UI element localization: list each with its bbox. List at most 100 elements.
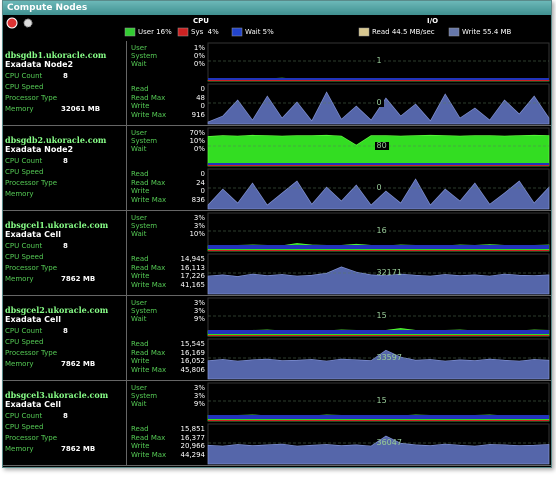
stat-label: User	[131, 214, 147, 222]
stat-value: 10%	[189, 137, 205, 145]
stat-value: 14,945	[180, 255, 206, 263]
stat-label: System	[131, 52, 158, 60]
node-role: Exadata Cell	[5, 230, 61, 239]
stat-value: 3%	[193, 384, 205, 392]
stat-value: 3%	[193, 299, 205, 307]
info-label: Memory	[5, 445, 34, 453]
legend-swatch	[177, 27, 189, 37]
stat-label: User	[131, 44, 147, 52]
node-role: Exadata Node2	[5, 60, 74, 69]
stat-value: 44,294	[180, 450, 206, 459]
legend-swatch	[358, 27, 370, 37]
stat-value: 0%	[193, 52, 205, 60]
info-label: CPU Count	[5, 412, 43, 420]
legend-swatch	[231, 27, 243, 37]
graph-label: 16	[374, 226, 389, 235]
stat-value: 1%	[193, 44, 205, 52]
stat-value: 0	[200, 170, 205, 178]
wait-band	[208, 78, 549, 80]
info-label: CPU Speed	[5, 423, 44, 431]
io-area	[207, 178, 550, 210]
stat-value: 16,169	[180, 348, 206, 357]
stat-label: Write	[131, 442, 150, 450]
host-name: dbsgcel2.ukoracle.com	[5, 305, 109, 315]
wait-band	[208, 330, 549, 334]
info-label: Processor Type	[5, 434, 58, 442]
stat-value: 916	[191, 110, 205, 119]
stat-value: 3%	[193, 222, 205, 230]
graph-label: 0	[374, 98, 384, 107]
stat-label: Wait	[131, 400, 147, 408]
legend-label: Write 55.4 MB	[462, 28, 512, 36]
info-value: 7862 MB	[61, 275, 96, 283]
info-label: CPU Speed	[5, 253, 44, 261]
stat-label: System	[131, 392, 158, 400]
stat-label: Write	[131, 272, 150, 280]
stat-value: 0%	[193, 60, 205, 68]
stat-label: System	[131, 307, 158, 315]
settings-button[interactable]	[23, 18, 33, 28]
stat-value: 15,545	[180, 340, 206, 348]
stat-value: 3%	[193, 392, 205, 400]
info-value: 8	[63, 242, 68, 250]
io-title: I/O	[427, 17, 439, 25]
info-label: CPU Count	[5, 157, 43, 165]
stat-value: 16,052	[180, 357, 206, 365]
legend-label: Sys 4%	[191, 28, 219, 36]
wait-band	[208, 245, 549, 249]
stat-label: Read Max	[131, 93, 166, 102]
legend-label: Read 44.5 MB/sec	[372, 28, 435, 36]
host-name: dbsgcel3.ukoracle.com	[5, 390, 109, 400]
info-label: Processor Type	[5, 179, 58, 187]
stat-label: User	[131, 299, 147, 307]
info-value: 8	[63, 157, 68, 165]
graph-label: 0	[374, 183, 384, 192]
info-value: 8	[63, 327, 68, 335]
cpu-title: CPU	[193, 17, 209, 25]
host-name: dbsgcel1.ukoracle.com	[5, 220, 109, 230]
info-label: CPU Speed	[5, 338, 44, 346]
stat-label: Write Max	[131, 195, 167, 204]
window: Compute Nodes CPU I/O User 16% Sys 4% Wait 5…	[2, 0, 552, 468]
graph-label: 1	[374, 56, 384, 65]
info-label: Memory	[5, 275, 34, 283]
io-area	[207, 349, 550, 380]
stat-value: 15,851	[180, 425, 206, 433]
stat-label: Read Max	[131, 263, 166, 272]
info-value: 7862 MB	[61, 445, 96, 453]
legend-swatch	[448, 27, 460, 37]
stat-label: Read	[131, 425, 149, 433]
io-area	[207, 435, 550, 465]
legend-label: Wait 5%	[245, 28, 274, 36]
host-name: dbsgdb2.ukoracle.com	[5, 135, 107, 145]
stat-label: User	[131, 384, 147, 392]
info-label: Memory	[5, 360, 34, 368]
stat-label: Read Max	[131, 433, 166, 442]
legend-label: User 16%	[138, 28, 172, 36]
graph-label: 36047	[376, 438, 402, 447]
close-button[interactable]	[6, 17, 18, 29]
graph-label: 15	[374, 311, 389, 320]
graph-label: 33597	[376, 353, 402, 362]
stat-value: 9%	[193, 315, 205, 323]
title-bar: Compute Nodes	[3, 1, 551, 15]
io-area	[207, 266, 550, 295]
node-role: Exadata Node2	[5, 145, 74, 154]
stat-value: 0	[200, 187, 205, 195]
info-value: 7862 MB	[61, 360, 96, 368]
io-area	[207, 91, 550, 125]
legend-swatch	[124, 27, 136, 37]
canvas	[3, 17, 551, 466]
info-label: CPU Count	[5, 327, 43, 335]
info-label: Processor Type	[5, 349, 58, 357]
stat-value: 20,966	[180, 442, 206, 450]
stat-label: Read	[131, 170, 149, 178]
stat-label: Wait	[131, 60, 147, 68]
wait-band	[208, 163, 549, 165]
cpu-area	[207, 134, 550, 167]
info-label: CPU Count	[5, 72, 43, 80]
info-label: Processor Type	[5, 94, 58, 102]
stat-label: Write Max	[131, 280, 167, 289]
stat-label: System	[131, 222, 158, 230]
